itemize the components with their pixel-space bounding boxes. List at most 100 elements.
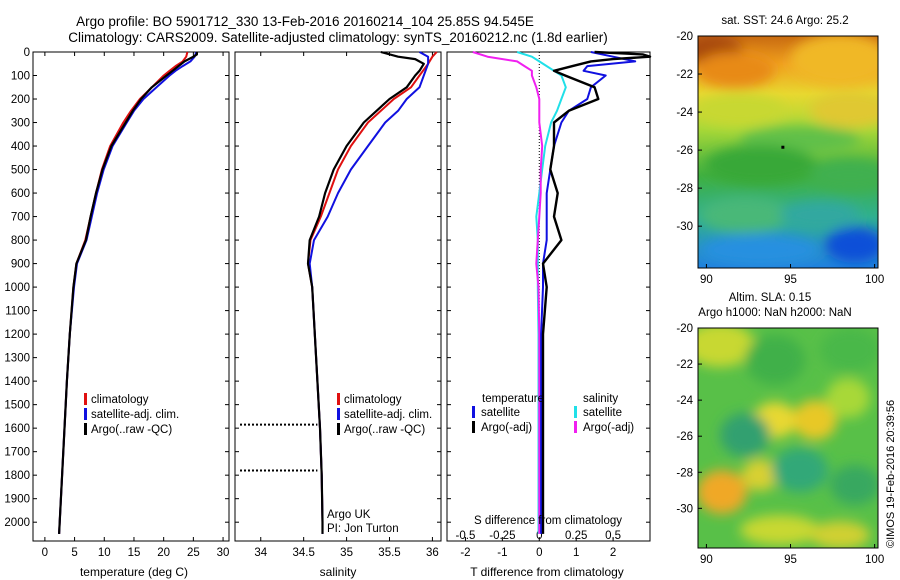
- sla-heatmap: [698, 328, 878, 548]
- map-x-tick-label: 95: [784, 554, 797, 566]
- x-tick-label: 0: [536, 547, 542, 559]
- sla-map-title-line2: Argo h1000: NaN h2000: NaN: [698, 307, 851, 319]
- series-line-temperature-argo-adj-: [541, 50, 652, 534]
- depth-tick-label: 1800: [4, 470, 30, 482]
- x-tick-label: 1: [573, 547, 579, 559]
- depth-tick-label: 1300: [4, 353, 30, 365]
- difference-legend: temperature satellite Argo(-adj) salinit…: [472, 393, 634, 434]
- x-tick-label: 15: [128, 547, 141, 559]
- x-tick-label: 34: [254, 547, 267, 559]
- depth-tick-label: 700: [11, 212, 30, 224]
- series-line-argo-raw-qc-: [58, 52, 198, 534]
- legend-group-temperature: temperature: [482, 393, 544, 405]
- legend-swatch-s-satellite: [574, 406, 577, 418]
- x-tick-label: -2: [460, 547, 470, 559]
- map-y-tick-label: -24: [676, 107, 693, 119]
- sla-map-title-line1: Altim. SLA: 0.15: [729, 292, 811, 304]
- depth-tick-label: 400: [11, 141, 30, 153]
- argo-program-label: Argo UK: [327, 509, 371, 521]
- map-y-tick-label: -20: [676, 31, 693, 43]
- depth-tick-label: 900: [11, 259, 30, 271]
- series-line-satellite-adj-clim-: [308, 51, 430, 534]
- legend-s-satellite: satellite: [583, 407, 622, 419]
- series-line-salinity-argo-adj-: [472, 51, 544, 534]
- salinity-legend: climatology satellite-adj. clim. Argo(..…: [327, 393, 432, 535]
- legend-climatology: climatology: [344, 394, 402, 406]
- depth-tick-label: 500: [11, 165, 30, 177]
- series-line-temperature-satellite: [540, 51, 637, 534]
- legend-swatch-satellite: [84, 408, 87, 420]
- s-tick-label: -0.25: [489, 530, 515, 542]
- x-tick-label: 2: [610, 547, 616, 559]
- legend-s-argo: Argo(-adj): [583, 422, 634, 434]
- depth-tick-label: 0: [24, 47, 30, 59]
- legend-swatch-climatology: [84, 393, 87, 405]
- depth-tick-label: 1700: [4, 447, 30, 459]
- pi-label: PI: Jon Turton: [327, 523, 399, 535]
- x-tick-label: 25: [187, 547, 200, 559]
- map-y-tick-label: -22: [676, 359, 693, 371]
- x-tick-label: 36: [426, 547, 439, 559]
- depth-tick-label: 1200: [4, 329, 30, 341]
- depth-tick-label: 200: [11, 94, 30, 106]
- difference-panel: [446, 51, 651, 542]
- sst-map-frame: [697, 35, 879, 269]
- map-y-tick-label: -26: [676, 145, 693, 157]
- map-y-tick-label: -28: [676, 467, 693, 479]
- depth-tick-label: 1500: [4, 400, 30, 412]
- depth-tick-label: 1100: [5, 306, 30, 318]
- argo-location-marker: [781, 145, 785, 149]
- difference-profile: -2 -1 0 1 2 -0.5 -0.25 0 0.25 0.5: [447, 50, 652, 559]
- figure-title-line2: Climatology: CARS2009. Satellite-adjuste…: [68, 30, 608, 45]
- legend-argo: Argo(..raw -QC): [344, 424, 425, 436]
- series-line-climatology: [307, 51, 438, 534]
- x-tick-label: -1: [497, 547, 507, 559]
- imos-credit: ©IMOS 19-Feb-2016 20:39:56: [885, 400, 897, 548]
- series-line-satellite-adj-clim-: [58, 51, 198, 534]
- sst-heatmap: [698, 36, 878, 268]
- s-difference-axis-label: S difference from climatology: [474, 515, 622, 527]
- temperature-panel: [32, 51, 230, 542]
- legend-swatch-t-argo: [472, 421, 475, 433]
- depth-tick-label: 1000: [4, 282, 30, 294]
- salinity-profile: 34 34.5 35 35.5 36: [235, 50, 441, 559]
- depth-tick-label: 800: [11, 235, 30, 247]
- sla-map-frame: [697, 327, 879, 549]
- legend-swatch-climatology: [337, 393, 340, 405]
- figure-title-line1: Argo profile: BO 5901712_330 13-Feb-2016…: [76, 14, 534, 29]
- legend-group-salinity: salinity: [583, 393, 618, 405]
- map-y-tick-label: -26: [676, 431, 693, 443]
- sst-map-title: sat. SST: 24.6 Argo: 25.2: [721, 15, 848, 27]
- depth-axis: 0 100 200 300 400 500 600 700 800 900 1000 1100 1200…: [4, 47, 30, 529]
- map-y-tick-label: -30: [676, 503, 693, 515]
- s-tick-label: 0.5: [605, 530, 621, 542]
- map-x-tick-label: 100: [865, 274, 884, 286]
- x-tick-label: 10: [98, 547, 111, 559]
- x-tick-label: 34.5: [292, 547, 314, 559]
- depth-tick-label: 1400: [4, 376, 30, 388]
- x-tick-label: 35: [340, 547, 353, 559]
- s-tick-label: 0: [536, 530, 542, 542]
- legend-climatology: climatology: [91, 394, 149, 406]
- map-x-tick-label: 95: [784, 274, 797, 286]
- depth-tick-label: 1600: [4, 423, 30, 435]
- series-line-argo-raw-qc-: [306, 50, 425, 534]
- series-line-climatology: [58, 51, 189, 534]
- legend-swatch-argo: [337, 423, 340, 435]
- temperature-legend: climatology satellite-adj. clim. Argo(..…: [84, 393, 179, 436]
- map-y-tick-label: -20: [676, 323, 693, 335]
- temperature-axis-label: temperature (deg C): [80, 565, 188, 579]
- s-tick-label: -0.5: [456, 530, 476, 542]
- s-tick-label: 0.25: [565, 530, 587, 542]
- x-tick-label: 20: [157, 547, 170, 559]
- depth-tick-label: 2000: [4, 517, 30, 529]
- x-tick-label: 5: [71, 547, 77, 559]
- depth-tick-label: 300: [11, 118, 30, 130]
- map-x-tick-label: 90: [700, 274, 713, 286]
- x-tick-label: 30: [217, 547, 230, 559]
- map-y-tick-label: -30: [676, 221, 693, 233]
- x-tick-label: 0: [42, 547, 48, 559]
- legend-t-satellite: satellite: [481, 407, 520, 419]
- temperature-profile: 0 5 10 15 20 25 30: [33, 51, 230, 559]
